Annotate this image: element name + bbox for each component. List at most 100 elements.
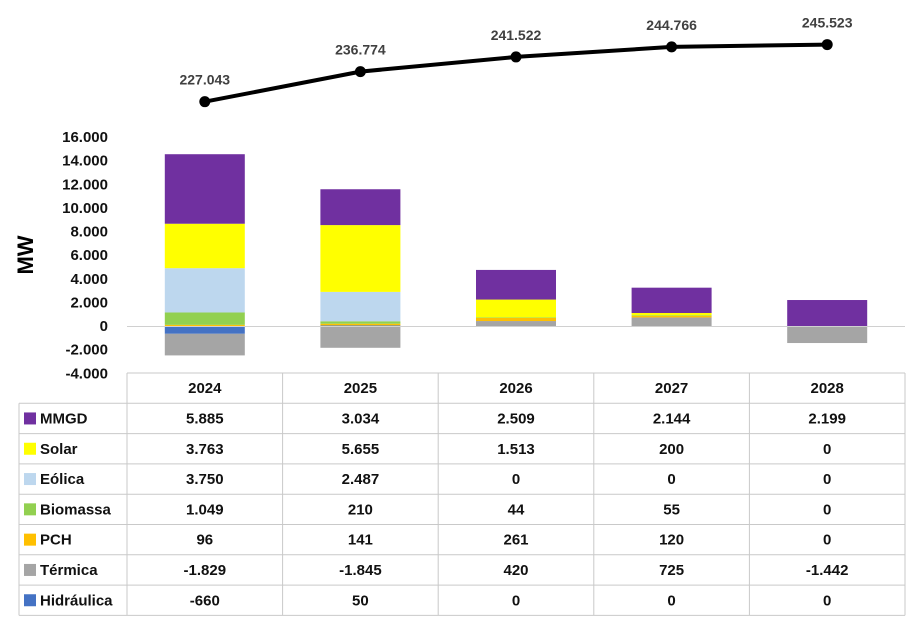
bar-mmgd-2024: [164, 154, 245, 224]
y-axis-label: MW: [13, 235, 38, 274]
y-tick-label: 6.000: [70, 247, 108, 264]
total-capacity-line-layer: 227.043 236.774 241.522 244.766 245.523: [179, 15, 853, 108]
table-cell: 3.763: [186, 441, 224, 458]
y-tick-label: -2.000: [65, 342, 108, 359]
bar-solar-2026: [476, 299, 556, 318]
bar-biomassa-2027: [631, 315, 712, 317]
total-capacity-label: 227.043: [179, 72, 230, 88]
table-cell: 0: [667, 471, 675, 488]
bar-pch-2026: [476, 317, 556, 322]
table-cell: 50: [352, 592, 369, 609]
table-cell: 2.509: [497, 410, 535, 427]
bar-hidraulica-2024: [164, 326, 245, 334]
table-cell: 1.513: [497, 441, 535, 458]
table-cell: 0: [823, 592, 831, 609]
y-tick-label: 12.000: [62, 176, 108, 193]
x-category-label: 2028: [811, 380, 844, 397]
bar-mmgd-2028: [787, 300, 868, 326]
total-capacity-label: 244.766: [646, 17, 697, 33]
y-tick-label: 14.000: [62, 153, 108, 170]
bar-eolica-2025: [320, 291, 401, 322]
bar-solar-2025: [320, 225, 401, 292]
legend-swatch-hidraulica: [24, 594, 36, 607]
table-cell: 725: [659, 562, 684, 579]
legend-swatch-biomassa: [24, 503, 36, 516]
table-cell: 2.144: [653, 410, 691, 427]
table-cell: 0: [823, 532, 831, 549]
x-category-label: 2027: [655, 380, 688, 397]
table-cell: 2.199: [808, 410, 846, 427]
total-capacity-point-2028: [821, 39, 833, 51]
legend-label-mmgd: MMGD: [40, 410, 88, 427]
total-capacity-label: 245.523: [802, 15, 853, 31]
legend-label-pch: PCH: [40, 532, 72, 549]
table-cell: -1.845: [339, 562, 382, 579]
table-cell: 3.750: [186, 471, 224, 488]
table-cell: -1.829: [184, 562, 227, 579]
legend-swatch-pch: [24, 533, 36, 546]
y-tick-label: 8.000: [70, 224, 108, 241]
bar-biomassa-2026: [476, 317, 556, 318]
table-cell: 5.885: [186, 410, 224, 427]
bar-termica-2026: [476, 321, 556, 326]
stacked-bars: [127, 154, 905, 356]
bar-mmgd-2025: [320, 189, 401, 226]
y-tick-label: -4.000: [65, 365, 108, 382]
legend-label-eolica: Eólica: [40, 471, 85, 488]
legend-swatch-termica: [24, 563, 36, 576]
table-cell: -1.442: [806, 562, 849, 579]
table-cell: 5.655: [342, 441, 380, 458]
bar-mmgd-2027: [631, 287, 712, 314]
table-cell: 141: [348, 532, 373, 549]
total-capacity-label: 241.522: [491, 27, 542, 43]
total-capacity-point-2027: [666, 41, 678, 53]
table-cell: 2.487: [342, 471, 380, 488]
bar-eolica-2024: [164, 268, 245, 313]
total-capacity-point-2024: [199, 96, 211, 108]
total-capacity-point-2025: [354, 66, 366, 78]
table-cell: 210: [348, 501, 373, 518]
bar-solar-2024: [164, 223, 245, 269]
legend-swatch-mmgd: [24, 412, 36, 425]
table-cell: 3.034: [342, 410, 380, 427]
legend-label-termica: Térmica: [40, 562, 98, 579]
y-axis: MW 16.000 14.000 12.000 10.000 8.000 6.000 4.0…: [13, 129, 108, 382]
table-cell: 0: [823, 501, 831, 518]
table-cell: 261: [503, 532, 528, 549]
table-cell: 420: [503, 562, 528, 579]
table-cell: 1.049: [186, 501, 224, 518]
bar-pch-2027: [631, 316, 712, 318]
legend-swatch-eolica: [24, 473, 36, 486]
table-cell: 120: [659, 532, 684, 549]
legend-label-solar: Solar: [40, 441, 78, 458]
table-cell: 0: [823, 471, 831, 488]
table-cell: 0: [512, 592, 520, 609]
y-tick-label: 4.000: [70, 271, 108, 288]
legend-label-hidraulica: Hidráulica: [40, 592, 113, 609]
bar-pch-2025: [320, 323, 401, 326]
table-cell: 96: [196, 532, 213, 549]
y-tick-label: 16.000: [62, 129, 108, 146]
table-cell: 55: [663, 501, 680, 518]
legend-swatch-solar: [24, 442, 36, 455]
total-capacity-point-2026: [510, 51, 522, 63]
bar-hidraulica-2025: [320, 325, 401, 326]
bar-mmgd-2026: [476, 269, 556, 300]
table-cell: 44: [508, 501, 525, 518]
x-category-label: 2026: [499, 380, 532, 397]
data-table: 2024 2025 2026 2027 2028 MMGD 5.885 3.034 2.509 2…: [18, 372, 906, 616]
total-capacity-label: 236.774: [335, 42, 386, 58]
table-cell: 0: [823, 441, 831, 458]
bar-biomassa-2024: [164, 312, 245, 325]
y-tick-label: 10.000: [62, 200, 108, 217]
legend-label-biomassa: Biomassa: [40, 501, 112, 518]
x-category-label: 2025: [344, 380, 377, 397]
x-category-label: 2024: [188, 380, 222, 397]
table-cell: 200: [659, 441, 684, 458]
y-tick-label: 0: [100, 318, 108, 335]
bar-solar-2027: [631, 313, 712, 316]
bar-biomassa-2025: [320, 321, 401, 324]
bar-termica-2025: [320, 326, 401, 348]
y-tick-label: 2.000: [70, 294, 108, 311]
